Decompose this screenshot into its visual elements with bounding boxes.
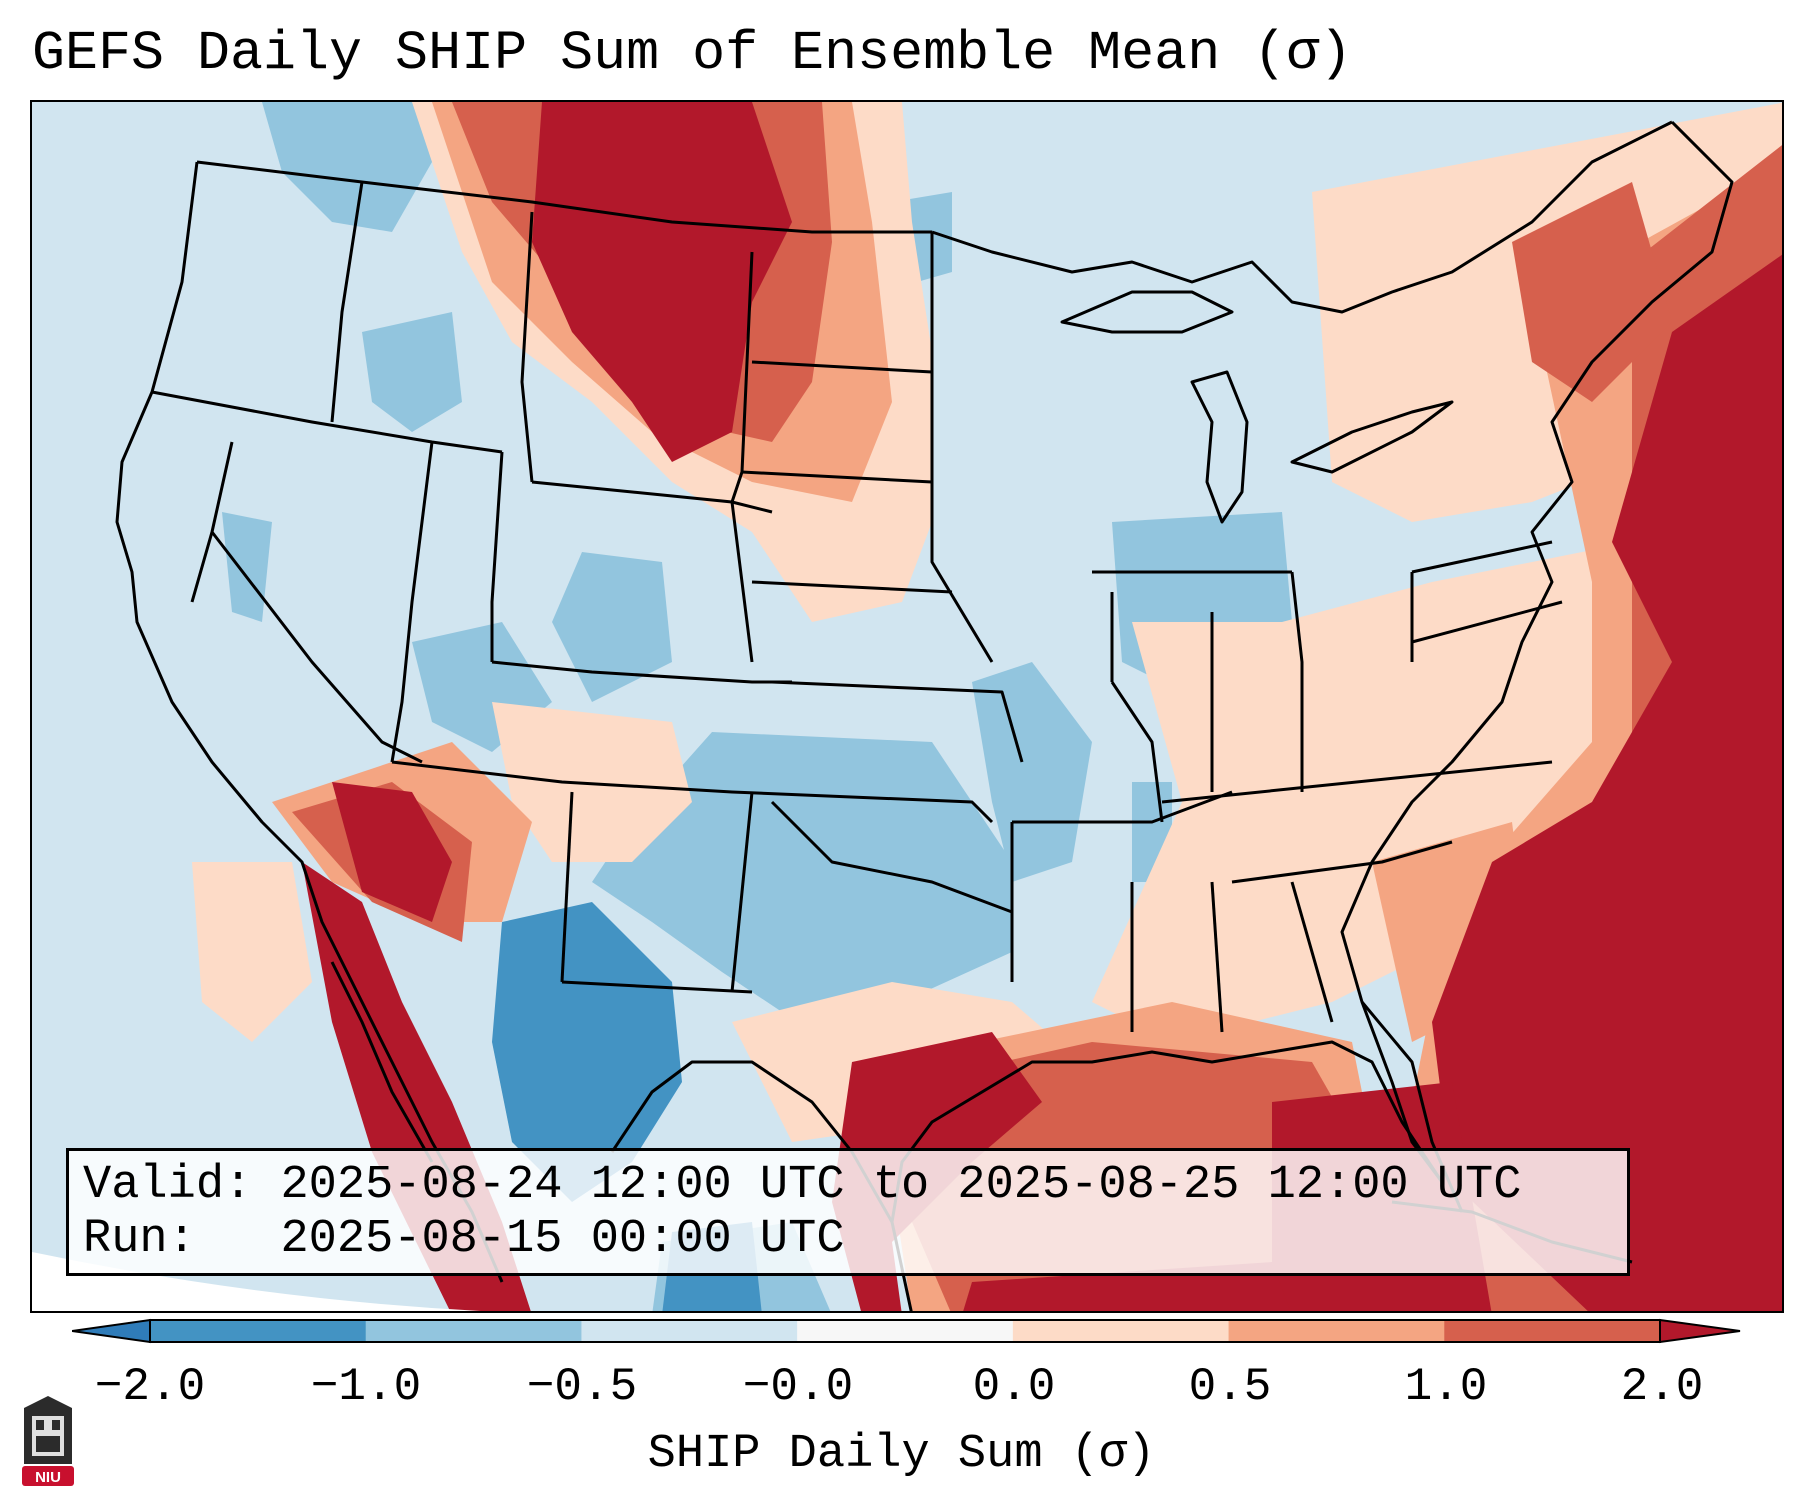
colorbar-segment	[150, 1320, 367, 1342]
boundaries	[115, 120, 1734, 1311]
colorbar-tick-label: 2.0	[1620, 1361, 1704, 1413]
colorbar-segment	[581, 1320, 798, 1342]
run-value: 2025-08-15 00:00 UTC	[280, 1213, 845, 1266]
valid-run-info-box: Valid: 2025-08-24 12:00 UTC to 2025-08-2…	[66, 1148, 1630, 1276]
colorbar-tick-label: −2.0	[94, 1361, 206, 1413]
niu-logo: NIU	[22, 1396, 74, 1486]
valid-label: Valid:	[83, 1159, 253, 1212]
anomaly-dark-red	[302, 102, 1782, 1311]
colorbar-segment	[1228, 1320, 1445, 1342]
colorbar-label: SHIP Daily Sum (σ)	[647, 1428, 1156, 1481]
colorbar-tick-label: −1.0	[310, 1361, 422, 1413]
domain-edge	[32, 1252, 482, 1311]
field-map	[32, 102, 1782, 1311]
colorbar-segment	[797, 1320, 1014, 1342]
colorbar-extend-low	[72, 1318, 151, 1344]
colorbar-tick-label: 0.5	[1188, 1361, 1272, 1413]
colorbar-tick-label: 0.0	[972, 1361, 1056, 1413]
colorbar-extend-high	[1659, 1318, 1741, 1344]
logo-text: NIU	[35, 1469, 61, 1486]
colorbar-segment	[365, 1320, 582, 1342]
colorbar-outline	[149, 1319, 1661, 1343]
colorbar-tick-label: 1.0	[1404, 1361, 1488, 1413]
map-panel[interactable]	[30, 100, 1784, 1313]
colorbar	[72, 1318, 1741, 1344]
run-label: Run:	[83, 1213, 196, 1266]
colorbar-tick-label: −0.0	[742, 1361, 854, 1413]
colorbar-segment	[1444, 1320, 1661, 1342]
colorbar-tick-label: −0.5	[526, 1361, 638, 1413]
valid-value: 2025-08-24 12:00 UTC to 2025-08-25 12:00…	[280, 1159, 1522, 1212]
colorbar-segment	[1012, 1320, 1230, 1342]
chart-title: GEFS Daily SHIP Sum of Ensemble Mean (σ)	[32, 22, 1353, 85]
